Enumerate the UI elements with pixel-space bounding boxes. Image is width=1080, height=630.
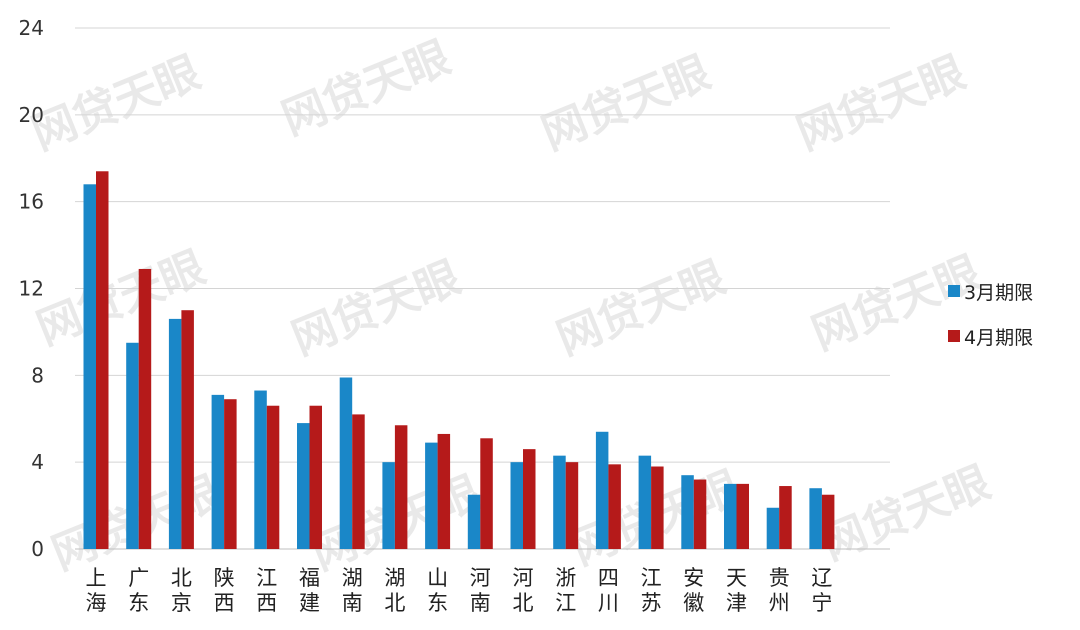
watermark-text: 网贷天眼 xyxy=(550,252,732,365)
legend-label: 3月期限 xyxy=(964,281,1034,304)
legend-label: 4月期限 xyxy=(964,326,1034,349)
x-category-label: 贵州 xyxy=(769,566,790,615)
bar-april xyxy=(779,486,792,549)
bar-march xyxy=(638,455,652,549)
bar-march xyxy=(254,390,267,549)
x-category-label: 陕西 xyxy=(214,566,235,615)
bar-march xyxy=(211,394,225,549)
bar-march xyxy=(425,442,438,549)
watermark-text: 网贷天眼 xyxy=(815,457,997,570)
x-category-label: 安徽 xyxy=(683,566,704,615)
x-category-label: 山东 xyxy=(427,566,448,615)
bar-april xyxy=(480,438,493,549)
bar-march xyxy=(724,483,737,549)
bar-april xyxy=(437,433,451,549)
watermark-text: 网贷天眼 xyxy=(25,47,207,160)
y-axis-ticks: 0 4 8 12 16 20 24 xyxy=(19,16,44,561)
bar-april xyxy=(138,268,152,549)
y-tick-label: 12 xyxy=(19,277,44,301)
legend-item: 3月期限 xyxy=(948,276,1033,306)
x-category-label: 天津 xyxy=(726,566,747,615)
bar-march xyxy=(809,488,822,549)
x-category-label: 湖南 xyxy=(342,566,363,615)
bar-april xyxy=(309,405,322,549)
bar-april xyxy=(693,479,707,549)
y-tick-label: 0 xyxy=(31,537,44,561)
bar-april xyxy=(181,310,194,549)
bar-april xyxy=(821,494,835,549)
x-category-label: 辽宁 xyxy=(811,566,832,615)
watermark-text: 网贷天眼 xyxy=(790,47,972,160)
bar-march xyxy=(681,475,694,549)
bar-april xyxy=(224,399,237,549)
legend-item: 4月期限 xyxy=(948,321,1033,351)
bar-march xyxy=(126,342,139,549)
bars xyxy=(83,171,835,550)
bar-march xyxy=(297,423,310,549)
y-tick-label: 20 xyxy=(19,103,44,127)
bar-march xyxy=(553,455,566,549)
bar-april xyxy=(96,171,109,549)
y-tick-label: 16 xyxy=(19,190,44,214)
legend: 3月期限 4月期限 xyxy=(948,276,1033,366)
x-category-label: 北京 xyxy=(171,566,192,615)
bar-march xyxy=(382,462,395,549)
watermark-text: 网贷天眼 xyxy=(535,47,717,160)
bar-march xyxy=(467,494,481,549)
bar-march xyxy=(339,377,353,549)
bar-april xyxy=(565,462,579,549)
x-category-label: 河南 xyxy=(470,566,491,615)
legend-swatch xyxy=(948,330,960,342)
x-category-label: 江西 xyxy=(256,566,277,615)
bar-april xyxy=(651,466,664,549)
bar-march xyxy=(83,184,96,550)
watermark-text: 网贷天眼 xyxy=(285,252,467,365)
watermark-text: 网贷天眼 xyxy=(275,32,457,145)
x-category-label: 福建 xyxy=(299,566,320,615)
x-category-label: 四川 xyxy=(598,566,619,615)
bar-april xyxy=(352,414,365,549)
y-tick-label: 24 xyxy=(19,16,44,40)
bar-march xyxy=(595,431,609,549)
y-tick-label: 8 xyxy=(31,363,44,387)
x-category-label: 河北 xyxy=(513,566,534,615)
x-category-label: 浙江 xyxy=(555,566,576,615)
y-tick-label: 4 xyxy=(31,450,44,474)
bar-march xyxy=(168,318,182,549)
bar-april xyxy=(523,449,536,549)
bar-april xyxy=(266,405,280,549)
bar-april xyxy=(394,425,408,549)
bar-april xyxy=(736,483,749,549)
legend-swatch xyxy=(948,285,960,297)
bar-march xyxy=(766,507,780,549)
bar-march xyxy=(510,462,523,549)
x-category-label: 江苏 xyxy=(641,566,662,615)
x-category-label: 湖北 xyxy=(384,566,405,615)
x-category-label: 上海 xyxy=(86,566,107,615)
x-category-label: 广东 xyxy=(128,566,149,615)
bar-april xyxy=(608,464,621,549)
